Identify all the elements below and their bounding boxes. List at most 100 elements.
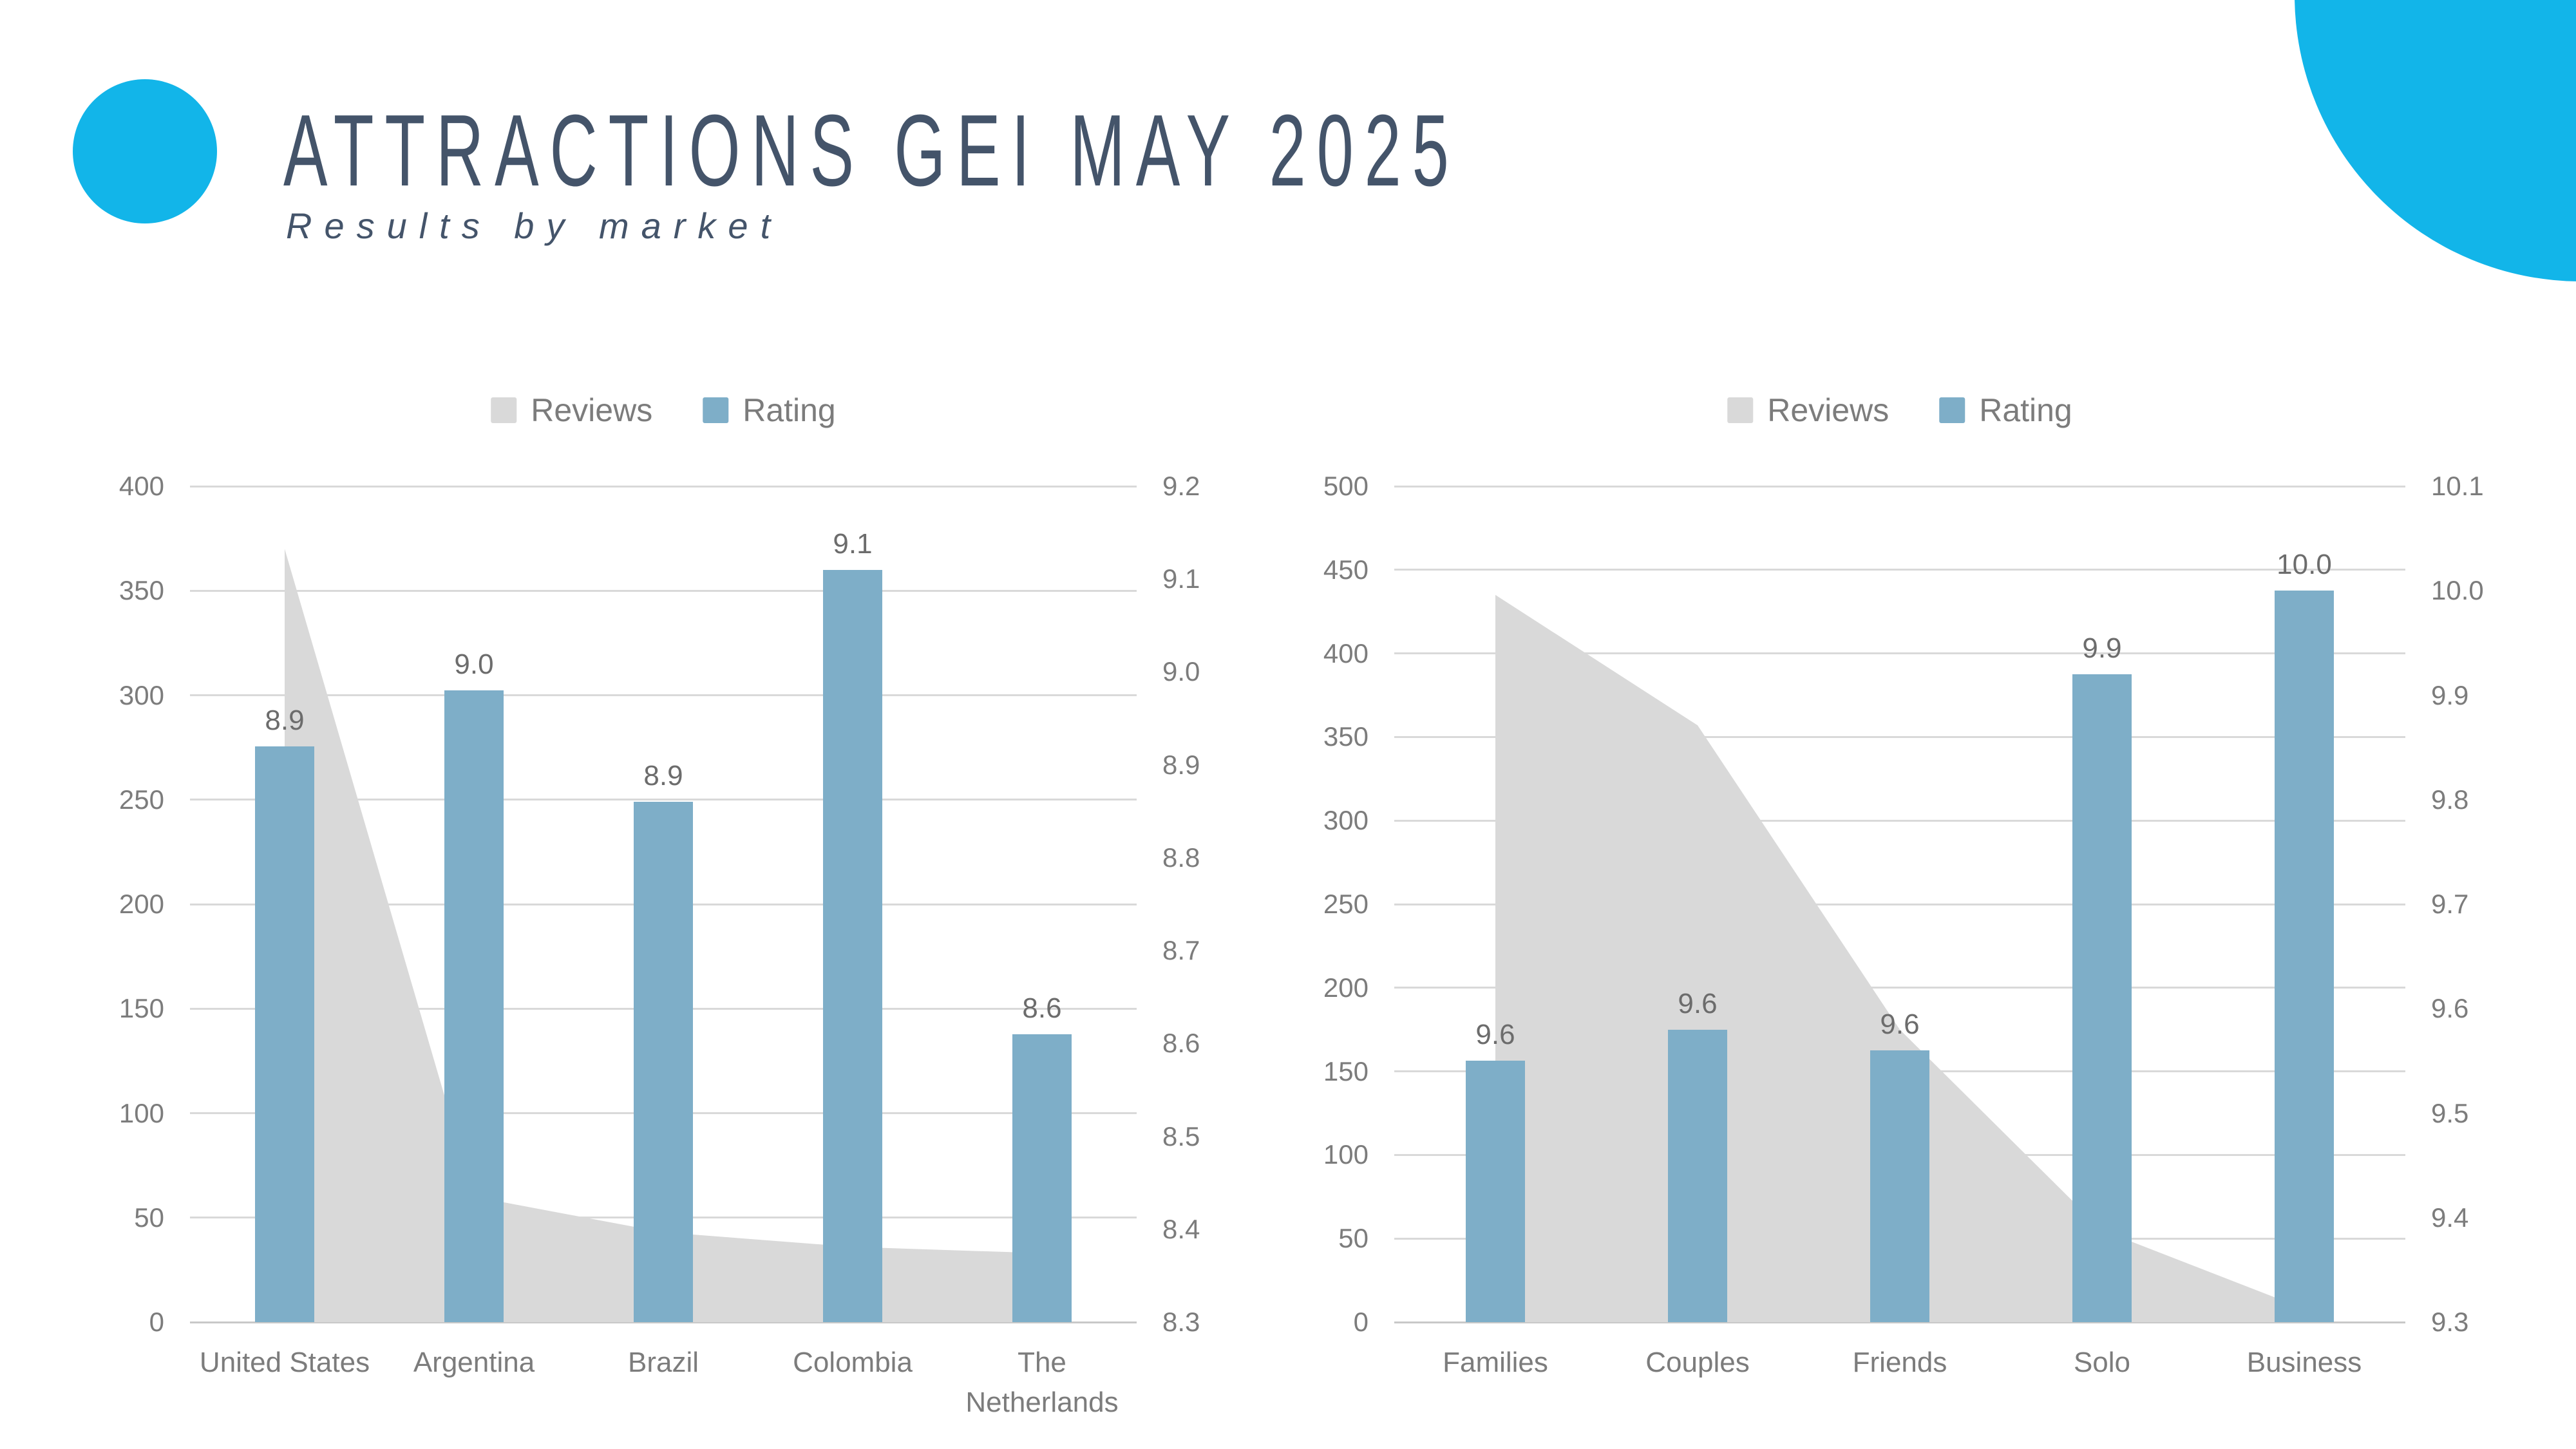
gridline [1394,485,2405,488]
legend-entry-reviews: Reviews [1727,394,1889,426]
rating-bar [1012,1034,1072,1322]
right-axis-tick-label: 9.3 [2431,1307,2469,1337]
category-label: Brazil [627,1347,699,1378]
chart-legend: Reviews Rating [491,394,836,426]
right-axis-tick-label: 8.8 [1162,842,1200,873]
right-axis-tick-label: 9.8 [2431,784,2469,815]
bar-value-label: 10.0 [2277,549,2332,581]
page-title: ATTRACTIONS GEI MAY 2025 [283,94,1460,207]
right-axis-tick-label: 8.9 [1162,749,1200,780]
bar-value-label: 8.9 [643,760,683,792]
right-axis-tick-label: 10.0 [2431,575,2484,606]
gridline [1394,903,2405,905]
category-label: Colombia [793,1347,913,1378]
legend-swatch-reviews [491,397,517,423]
legend-entry-rating: Rating [703,394,836,426]
right-axis-tick-label: 10.1 [2431,471,2484,501]
bar-value-label: 9.0 [454,649,494,681]
left-axis-tick-label: 100 [118,1097,164,1128]
left-axis-tick-label: 200 [118,889,164,919]
rating-bar [255,746,314,1322]
left-axis-tick-label: 400 [1323,638,1368,668]
legend-entry-reviews: Reviews [491,394,652,426]
right-axis-tick-label: 9.2 [1162,471,1200,501]
gridline [1394,1321,2405,1323]
bar-value-label: 9.9 [2082,632,2122,664]
left-axis-tick-label: 50 [1338,1223,1368,1254]
left-axis-tick-label: 450 [1323,554,1368,585]
left-axis-tick-label: 0 [149,1307,164,1337]
category-label: United States [199,1347,370,1378]
category-label: Couples [1645,1347,1750,1378]
category-label: The Netherlands [965,1347,1119,1418]
rating-bar [1668,1029,1727,1322]
right-axis-tick-label: 8.3 [1162,1307,1200,1337]
rating-bar [444,690,504,1322]
bar-value-label: 9.6 [1678,987,1718,1019]
left-axis-tick-label: 300 [1323,805,1368,836]
bar-value-label: 9.6 [1880,1009,1920,1041]
right-axis-tick-label: 9.9 [2431,679,2469,710]
category-label: Argentina [413,1347,535,1378]
legend-swatch-reviews [1727,397,1754,423]
right-axis-tick-label: 9.6 [2431,993,2469,1024]
plot-area: 9.6 9.6 9.6 9.9 10.0 [1394,485,2405,1323]
category-label: Families [1443,1347,1548,1378]
rating-bar [634,802,693,1322]
bar-value-label: 9.6 [1475,1019,1515,1051]
plot-area: 8.9 9.0 8.9 9.1 8.6 [190,485,1137,1323]
page-subtitle: Results by market [286,205,783,246]
right-axis-tick-label: 8.6 [1162,1028,1200,1059]
left-axis-tick-label: 100 [1323,1139,1368,1170]
rating-bar [2072,674,2132,1322]
right-axis-tick-label: 9.4 [2431,1202,2469,1233]
left-axis-tick-label: 250 [1323,889,1368,919]
reviews-area-polygon [285,549,1042,1322]
left-axis-tick-label: 300 [118,679,164,710]
legend-label-rating: Rating [1979,392,2072,428]
left-axis-tick-label: 0 [1353,1307,1368,1337]
legend-entry-rating: Rating [1939,394,2072,426]
right-axis-tick-label: 8.5 [1162,1121,1200,1151]
category-label: Solo [2073,1347,2131,1378]
category-label: Friends [1852,1347,1947,1378]
gridline [190,694,1137,696]
left-axis-tick-label: 500 [1323,471,1368,501]
left-axis-tick-label: 200 [1323,972,1368,1003]
accent-circle-top-left [73,79,217,223]
rating-bar [2275,591,2334,1322]
left-axis-tick-label: 50 [134,1202,164,1233]
gridline [1394,987,2405,989]
legend-label-rating: Rating [743,392,836,428]
bar-value-label: 8.6 [1022,992,1062,1024]
right-axis-tick-label: 9.0 [1162,656,1200,687]
right-axis-tick-label: 8.4 [1162,1213,1200,1244]
left-axis-tick-label: 350 [118,575,164,606]
chart-legend: Reviews Rating [1727,394,2072,426]
legend-label-reviews: Reviews [531,392,653,428]
accent-circle-top-right [2295,0,2576,281]
right-axis-tick-label: 8.7 [1162,935,1200,966]
reviews-area-series [285,549,1042,1322]
left-axis-tick-label: 400 [118,471,164,501]
bar-value-label: 9.1 [833,527,873,560]
gridline [1394,652,2405,655]
legend-swatch-rating [1939,397,1965,423]
left-axis-tick-label: 250 [118,784,164,815]
gridline [1394,735,2405,738]
gridline [1394,819,2405,822]
gridline [1394,569,2405,571]
left-axis-tick-label: 350 [1323,721,1368,752]
left-axis-tick-label: 150 [118,993,164,1024]
rating-bar [1870,1050,1929,1322]
rating-bar [1466,1061,1525,1322]
gridline [190,799,1137,801]
right-axis-tick-label: 9.5 [2431,1097,2469,1128]
legend-label-reviews: Reviews [1767,392,1889,428]
right-axis-tick-label: 9.7 [2431,889,2469,919]
legend-swatch-rating [703,397,729,423]
category-label: Business [2246,1347,2362,1378]
gridline [190,485,1137,488]
gridline [190,589,1137,592]
